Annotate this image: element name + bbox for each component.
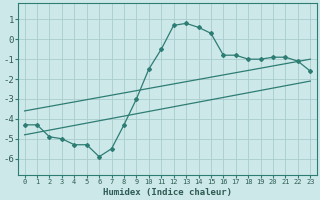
X-axis label: Humidex (Indice chaleur): Humidex (Indice chaleur) [103,188,232,197]
